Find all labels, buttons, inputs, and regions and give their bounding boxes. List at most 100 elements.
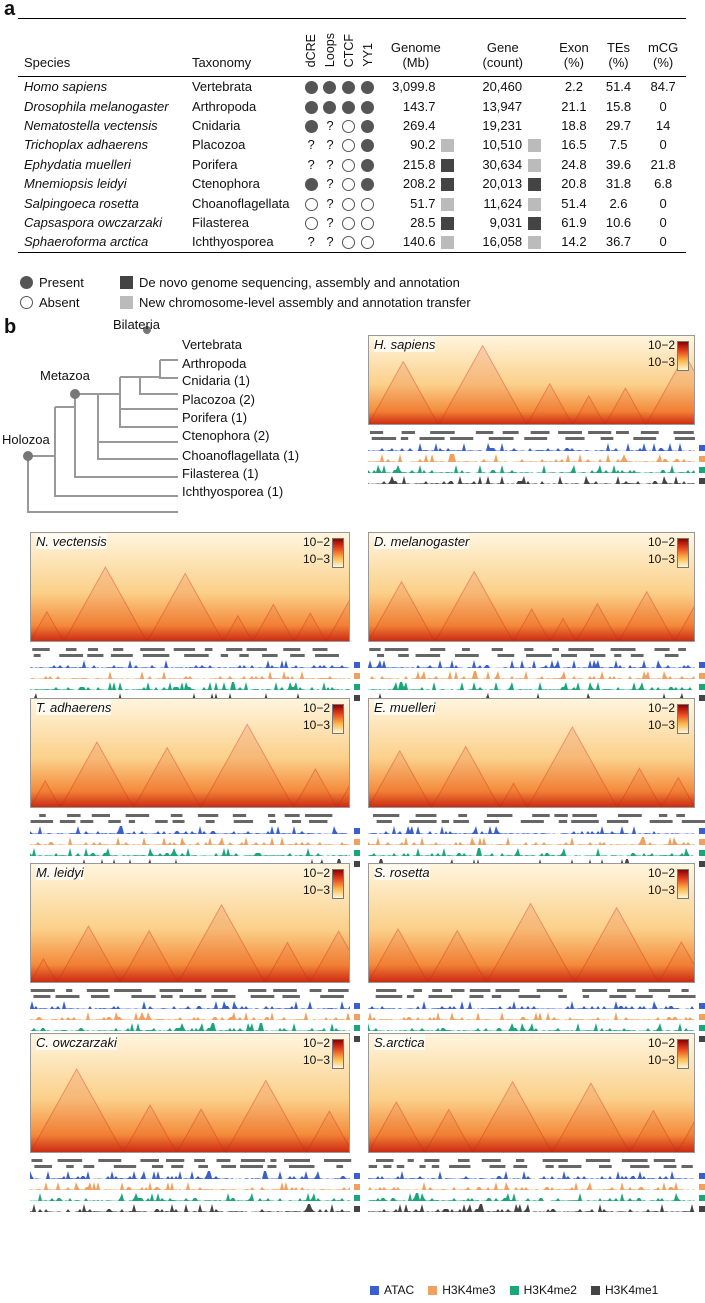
gene-mark-icon: [528, 178, 542, 192]
exon-value: 18.8: [561, 117, 587, 133]
mcg-value: 14: [655, 117, 671, 133]
absent-dot-icon: [342, 236, 356, 250]
species-name: Sphaeroforma arctica: [24, 234, 149, 250]
mcg-value: 0: [659, 195, 667, 211]
hic-contact-map: T. adhaerens 10−2 10−3: [30, 698, 350, 808]
mcg-value: 84.7: [650, 79, 676, 95]
colorbar-top-label: 10−2: [647, 701, 675, 715]
taxonomy-name: Ctenophora: [191, 176, 260, 192]
absent-dot-icon: [304, 197, 318, 211]
feature-present: [302, 174, 321, 193]
tes-value: 2.6: [609, 195, 628, 211]
genome-cell: 140.6: [377, 232, 455, 252]
feature-present: [321, 96, 340, 115]
hic-contact-map: M. leidyi 10−2 10−3: [30, 863, 350, 983]
hic-contact-map: E. muelleri 10−2 10−3: [368, 698, 695, 808]
taxonomy-name: Choanoflagellata: [191, 195, 290, 211]
gene-cell: 20,013: [454, 174, 551, 193]
exon-value: 14.2: [561, 234, 587, 250]
tree-leaf: Choanoflagellata (1): [182, 448, 300, 463]
track-swatch-icon: [428, 1285, 438, 1295]
feature-present: [358, 135, 377, 154]
species-map-title: N. vectensis: [36, 534, 107, 549]
header-mcg: mCG (%): [647, 40, 679, 70]
species-name: Drosophila melanogaster: [24, 98, 169, 114]
hic-heatmap: [30, 698, 350, 808]
present-dot-icon: [342, 100, 356, 114]
present-dot-icon: [361, 139, 375, 153]
genome-cell: 90.2: [377, 135, 455, 154]
feature-unknown: ?: [307, 137, 315, 153]
genome-cell: 143.7: [377, 96, 454, 115]
table-row: Sphaeroforma arctica Ichthyosporea?? 140.6…: [18, 232, 686, 253]
genome-mark-icon: [441, 178, 455, 192]
exon-value: 51.4: [561, 195, 587, 211]
colorbar-top-label: 10−2: [647, 535, 675, 549]
gene-count: 30,634: [482, 156, 523, 172]
feature-absent: [339, 155, 358, 174]
genome-cell: 3,099.8: [377, 77, 454, 97]
hic-heatmap: [368, 698, 695, 808]
colorbar: [677, 869, 689, 899]
genome-mark-icon: [441, 158, 455, 172]
gene-mark-icon: [528, 158, 542, 172]
table-row: Ephydatia muelleri Porifera?? 215.8 30,634 2…: [18, 155, 686, 174]
exon-value: 24.8: [561, 156, 587, 172]
track-plot: [30, 648, 360, 701]
colorbar: [332, 869, 344, 899]
mcg-value: 6.8: [654, 176, 673, 192]
feature-absent: [339, 135, 358, 154]
feature-absent: [339, 193, 358, 212]
gene-mark-icon: [528, 197, 542, 211]
colorbar: [332, 704, 344, 734]
header-loops: Loops: [322, 32, 337, 67]
hic-heatmap: [368, 1033, 695, 1153]
feature-cell: ?: [302, 135, 321, 154]
track-plot: [368, 989, 705, 1042]
track-legend-label: H3K4me3: [442, 1283, 496, 1297]
species-map-title: M. leidyi: [36, 865, 84, 880]
feature-present: [302, 77, 321, 97]
mcg-value: 0: [659, 98, 667, 114]
feature-cell: ?: [321, 116, 340, 135]
genome-mark-icon: [441, 197, 455, 211]
feature-unknown: ?: [326, 156, 334, 172]
legend-denovo: De novo genome sequencing, assembly and …: [139, 274, 460, 290]
table-row: Salpingoeca rosetta Choanoflagellata? 51.7…: [18, 193, 686, 212]
colorbar-bottom-label: 10−3: [302, 1053, 330, 1067]
feature-unknown: ?: [307, 156, 315, 172]
table-row: Capsaspora owczarzaki Filasterea? 28.5 9,03…: [18, 213, 686, 232]
feature-present: [358, 174, 377, 193]
feature-absent: [358, 213, 377, 232]
feature-absent: [339, 213, 358, 232]
hic-heatmap: [368, 863, 695, 983]
tree-leaf: Porifera (1): [182, 410, 248, 425]
absent-dot-icon: [361, 216, 375, 230]
gene-mark-icon: [528, 216, 542, 230]
feature-cell: ?: [302, 155, 321, 174]
header-dcre: dCRE: [304, 33, 319, 67]
header-genome: Genome (Mb): [390, 40, 441, 70]
track-plot: [30, 1159, 360, 1212]
colorbar-top-label: 10−2: [302, 1036, 330, 1050]
tes-value: 10.6: [605, 214, 632, 230]
tes-value: 29.7: [605, 117, 632, 133]
absent-dot-icon: [304, 216, 318, 230]
present-dot-icon: [323, 100, 337, 114]
genome-size: 28.5: [410, 214, 436, 230]
feature-absent: [302, 193, 321, 212]
feature-absent: [358, 193, 377, 212]
panel-b-label: b: [4, 316, 17, 338]
colorbar: [677, 538, 689, 568]
colorbar-bottom-label: 10−3: [647, 883, 675, 897]
genome-mark-icon: [441, 216, 455, 230]
feature-present: [302, 96, 321, 115]
table-row: Drosophila melanogaster Arthropoda 143.7 13…: [18, 96, 686, 115]
table-row: Trichoplax adhaerens Placozoa?? 90.2 10,510…: [18, 135, 686, 154]
table-row: Mnemiopsis leidyi Ctenophora? 208.2 20,013 2…: [18, 174, 686, 193]
gene-cell: 19,231: [454, 116, 551, 135]
hic-contact-map: D. melanogaster 10−2 10−3: [368, 532, 695, 642]
colorbar: [677, 704, 689, 734]
genome-cell: 28.5: [377, 213, 455, 232]
colorbar: [677, 1039, 689, 1069]
